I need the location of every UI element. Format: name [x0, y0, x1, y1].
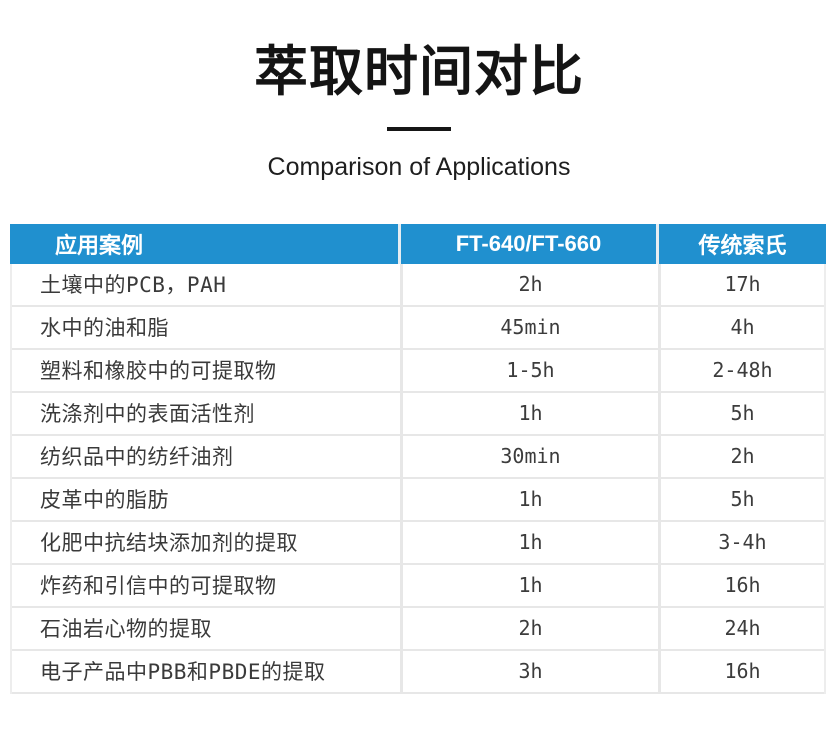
cell-soxhlet-time: 5h: [658, 392, 824, 434]
cell-ft-time: 3h: [400, 650, 658, 692]
page-title: 萃取时间对比: [254, 42, 584, 102]
cell-soxhlet-time: 16h: [658, 564, 824, 606]
page-subtitle: Comparison of Applications: [267, 152, 571, 181]
cell-application: 皮革中的脂肪: [40, 488, 169, 513]
table-row: 塑料和橡胶中的可提取物 1-5h 2-48h: [12, 349, 824, 393]
title-divider: [387, 126, 451, 131]
column-header-application: 应用案例: [55, 232, 144, 258]
cell-soxhlet-time: 5h: [658, 478, 824, 520]
cell-application: 石油岩心物的提取: [40, 617, 212, 642]
cell-ft-time: 45min: [400, 306, 658, 348]
cell-ft-time: 1h: [400, 521, 658, 563]
cell-ft-time: 1-5h: [400, 349, 658, 391]
cell-soxhlet-time: 17h: [658, 263, 824, 305]
cell-application: 电子产品中PBB和PBDE的提取: [40, 660, 326, 685]
column-header-ft640-ft660: FT-640/FT-660: [398, 223, 656, 264]
cell-soxhlet-time: 24h: [658, 607, 824, 649]
cell-application: 纺织品中的纺纤油剂: [40, 445, 234, 470]
cell-soxhlet-time: 2h: [658, 435, 824, 477]
cell-soxhlet-time: 16h: [658, 650, 824, 692]
cell-ft-time: 1h: [400, 478, 658, 520]
cell-application: 水中的油和脂: [40, 316, 169, 341]
cell-ft-time: 30min: [400, 435, 658, 477]
table-body: 土壤中的PCB，PAH 2h 17h 水中的油和脂 45min 4h 塑料和橡胶…: [10, 263, 826, 694]
cell-application: 塑料和橡胶中的可提取物: [40, 359, 277, 384]
column-header-traditional-soxhlet: 传统索氏: [656, 223, 826, 264]
table-row: 电子产品中PBB和PBDE的提取 3h 16h: [12, 650, 824, 694]
comparison-table: 应用案例 FT-640/FT-660 传统索氏 土壤中的PCB，PAH 2h 1…: [10, 223, 826, 694]
cell-application: 土壤中的PCB，PAH: [40, 273, 227, 298]
table-row: 炸药和引信中的可提取物 1h 16h: [12, 564, 824, 608]
cell-application: 化肥中抗结块添加剂的提取: [40, 531, 298, 556]
table-row: 化肥中抗结块添加剂的提取 1h 3-4h: [12, 521, 824, 565]
table-row: 纺织品中的纺纤油剂 30min 2h: [12, 435, 824, 479]
table-row: 洗涤剂中的表面活性剂 1h 5h: [12, 392, 824, 436]
cell-application: 洗涤剂中的表面活性剂: [40, 402, 255, 427]
cell-ft-time: 1h: [400, 392, 658, 434]
table-row: 土壤中的PCB，PAH 2h 17h: [12, 263, 824, 307]
cell-ft-time: 1h: [400, 564, 658, 606]
cell-ft-time: 2h: [400, 263, 658, 305]
table-header-row: 应用案例 FT-640/FT-660 传统索氏: [10, 223, 826, 264]
cell-application: 炸药和引信中的可提取物: [40, 574, 277, 599]
table-row: 水中的油和脂 45min 4h: [12, 306, 824, 350]
cell-ft-time: 2h: [400, 607, 658, 649]
cell-soxhlet-time: 2-48h: [658, 349, 824, 391]
table-row: 皮革中的脂肪 1h 5h: [12, 478, 824, 522]
cell-soxhlet-time: 3-4h: [658, 521, 824, 563]
cell-soxhlet-time: 4h: [658, 306, 824, 348]
table-row: 石油岩心物的提取 2h 24h: [12, 607, 824, 651]
